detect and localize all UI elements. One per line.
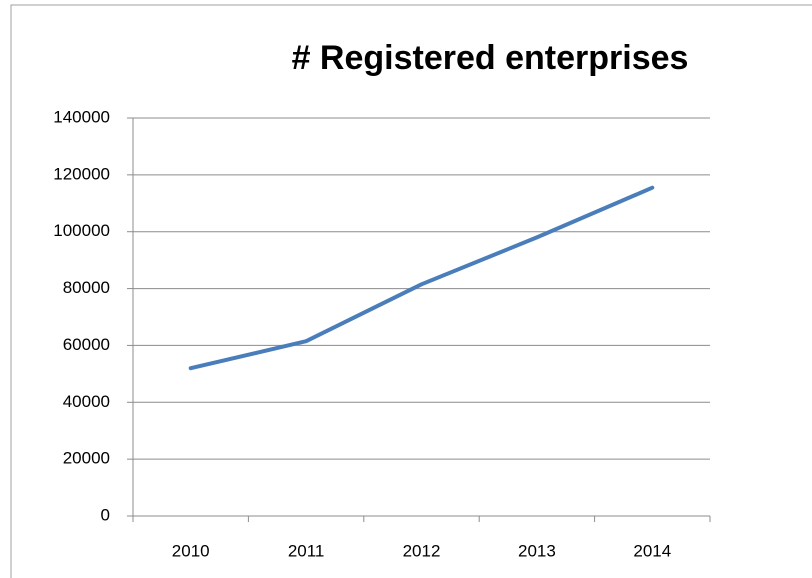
x-tick-label: 2012 bbox=[403, 541, 441, 560]
x-tick-label: 2013 bbox=[518, 541, 556, 560]
y-tick-label: 80000 bbox=[63, 278, 110, 297]
y-tick-label: 100000 bbox=[53, 221, 110, 240]
data-line bbox=[188, 185, 655, 371]
chart-title: # Registered enterprises bbox=[292, 39, 689, 77]
x-tick-label: 2014 bbox=[633, 541, 671, 560]
y-tick-label: 60000 bbox=[63, 335, 110, 354]
x-tick-label: 2010 bbox=[172, 541, 210, 560]
x-tick-label: 2011 bbox=[288, 541, 325, 560]
y-tick-label: 140000 bbox=[53, 107, 110, 126]
y-tick-label: 40000 bbox=[63, 392, 110, 411]
y-tick-label: 0 bbox=[101, 505, 110, 524]
chart-frame bbox=[10, 4, 812, 578]
y-tick-label: 20000 bbox=[63, 449, 110, 468]
y-tick-label: 120000 bbox=[53, 164, 110, 183]
